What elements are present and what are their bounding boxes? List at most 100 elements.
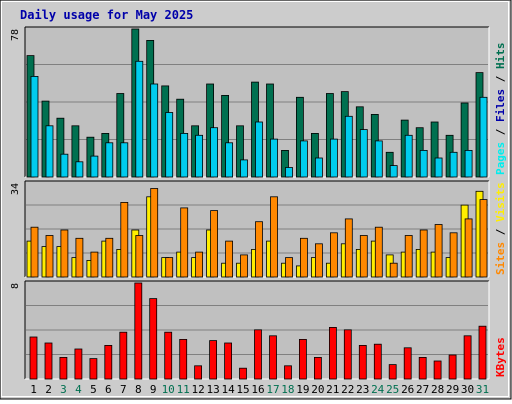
bar-files-day-24	[374, 140, 383, 178]
bar-files-day-28	[434, 157, 443, 178]
bar-hits-day-28	[430, 121, 439, 178]
bar-files-day-15	[240, 159, 248, 178]
bar-kbytes-day-14	[224, 342, 233, 380]
frame-bevel-light	[1, 1, 509, 397]
bar-sites-day-22	[344, 218, 353, 278]
day-label-29: 29	[446, 383, 459, 396]
bar-files-day-16	[255, 121, 263, 178]
bar-kbytes-day-26	[403, 347, 412, 380]
bar-sites-day-7	[120, 201, 129, 278]
panel-legend: KBytes	[494, 337, 507, 377]
day-label-5: 5	[90, 383, 97, 396]
bar-sites-day-8	[135, 235, 144, 278]
bar-kbytes-day-5	[89, 358, 98, 380]
bar-sites-day-2	[45, 235, 54, 278]
bar-files-day-4	[75, 161, 84, 178]
day-label-26: 26	[401, 383, 414, 396]
day-label-22: 22	[341, 383, 354, 396]
bar-sites-day-17	[270, 196, 278, 278]
legend-entry: Pages	[494, 142, 507, 175]
bar-kbytes-day-21	[328, 326, 337, 380]
bar-files-day-31	[479, 96, 488, 178]
day-label-4: 4	[75, 383, 82, 396]
bar-files-day-23	[359, 129, 368, 178]
day-label-23: 23	[356, 383, 369, 396]
bar-hits-day-15	[236, 125, 244, 178]
day-label-12: 12	[191, 383, 204, 396]
day-label-25: 25	[386, 383, 399, 396]
bar-files-day-6	[105, 142, 114, 178]
day-label-24: 24	[371, 383, 385, 396]
bar-kbytes-day-17	[269, 335, 277, 380]
day-label-11: 11	[177, 383, 190, 396]
bar-sites-day-10	[165, 257, 174, 278]
x-axis-day-labels: 1 2 3 4 5 6 7 8 9 10 11 12 13 14 15 16 17 18 19 20 21 22 23 24 2…	[30, 383, 489, 396]
bar-files-day-12	[195, 134, 204, 178]
bar-sites-day-6	[105, 237, 114, 278]
bar-kbytes-day-8	[134, 282, 143, 380]
bar-sites-day-19	[299, 237, 308, 278]
series-sites	[30, 188, 488, 278]
panel-hits-files: 78 Pages / Files / Hits	[10, 26, 507, 178]
bar-kbytes-day-28	[433, 360, 442, 380]
bar-hits-day-20	[310, 132, 319, 178]
bar-kbytes-day-20	[313, 356, 322, 380]
legend-entry: /	[494, 222, 507, 242]
bar-kbytes-day-19	[298, 338, 307, 380]
bar-kbytes-day-30	[463, 335, 472, 380]
chart-title: Daily usage for May 2025	[20, 8, 193, 22]
bar-files-day-13	[210, 127, 219, 178]
bar-sites-day-29	[449, 232, 458, 278]
bar-files-day-29	[449, 151, 458, 178]
series-hits	[26, 28, 484, 178]
bar-files-day-18	[285, 167, 293, 178]
bar-sites-day-4	[75, 237, 84, 278]
day-label-1: 1	[30, 383, 37, 396]
bar-files-day-27	[419, 149, 428, 178]
day-label-7: 7	[120, 383, 127, 396]
day-label-28: 28	[431, 383, 444, 396]
panel-visits-sites: 34 Sites / Visits	[10, 180, 507, 278]
bar-sites-day-14	[225, 240, 234, 278]
bar-files-day-10	[165, 112, 174, 178]
legend-entry: KBytes	[494, 337, 507, 377]
day-label-31: 31	[476, 383, 489, 396]
bar-sites-day-15	[240, 254, 248, 278]
bar-hits-day-21	[325, 93, 334, 178]
bar-kbytes-day-27	[418, 356, 427, 380]
panel-legend: Sites / Visits	[494, 182, 507, 275]
day-label-8: 8	[135, 383, 142, 396]
day-label-18: 18	[281, 383, 294, 396]
bar-sites-day-5	[90, 251, 99, 278]
day-label-16: 16	[251, 383, 264, 396]
bar-sites-day-27	[419, 229, 428, 278]
legend-entry: /	[494, 122, 507, 142]
bar-kbytes-day-25	[388, 364, 397, 380]
bar-sites-day-13	[210, 210, 219, 278]
bar-kbytes-day-1	[29, 336, 38, 380]
bar-files-day-1	[30, 76, 39, 178]
bar-files-day-22	[344, 115, 353, 178]
chart-panels: 78 Pages / Files / Hits 34 Sites / Visits 8 K…	[10, 26, 507, 380]
bar-hits-day-17	[266, 83, 274, 178]
bar-files-day-30	[464, 149, 473, 178]
bar-hits-day-7	[116, 93, 125, 178]
panel-legend: Pages / Files / Hits	[494, 43, 507, 176]
bar-kbytes-day-13	[209, 340, 218, 380]
day-label-17: 17	[266, 383, 279, 396]
bar-files-day-7	[120, 142, 129, 178]
day-label-21: 21	[326, 383, 339, 396]
bar-kbytes-day-4	[74, 348, 83, 380]
bar-sites-day-31	[479, 199, 488, 278]
day-label-14: 14	[221, 383, 235, 396]
bar-sites-day-1	[30, 226, 39, 278]
bar-kbytes-day-3	[59, 356, 68, 380]
bar-files-day-17	[270, 138, 278, 178]
bar-files-day-2	[45, 125, 54, 178]
bar-hits-day-14	[221, 95, 230, 178]
y-max-label: 8	[10, 283, 21, 289]
legend-entry: Hits	[494, 43, 507, 70]
day-label-9: 9	[150, 383, 157, 396]
bar-sites-day-3	[60, 229, 69, 278]
bar-files-day-9	[150, 83, 159, 178]
